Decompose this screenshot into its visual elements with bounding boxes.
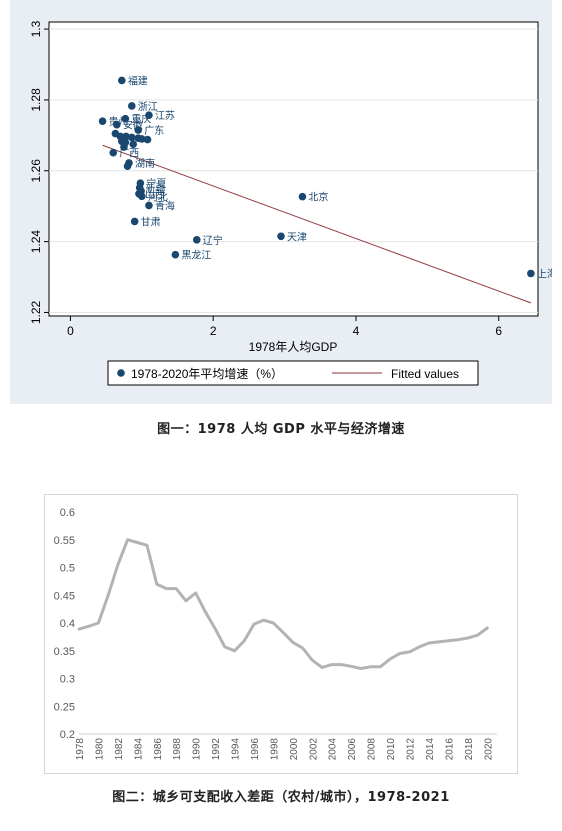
point-label: 辽宁 — [203, 234, 223, 247]
scatter-caption: 图一：1978 人均 GDP 水平与经济增速 — [157, 422, 405, 437]
point-label: 天津 — [287, 231, 307, 243]
data-point — [298, 192, 307, 201]
data-point — [171, 250, 180, 259]
x-tick-label: 2004 — [328, 738, 339, 761]
x-tick-label: 2 — [210, 324, 217, 338]
data-point — [129, 140, 138, 149]
point-label: 湖南 — [135, 157, 155, 170]
plot-area — [48, 21, 539, 317]
y-tick-label: 0.35 — [54, 646, 75, 658]
y-tick-label: 1.28 — [29, 88, 43, 112]
x-tick-label: 1996 — [250, 738, 261, 761]
y-tick-label: 1.24 — [29, 230, 43, 254]
x-tick-label: 1990 — [192, 738, 203, 761]
legend-marker — [117, 369, 125, 377]
data-point — [98, 117, 107, 125]
point-label: 浙江 — [138, 101, 158, 113]
legend-box — [107, 360, 479, 386]
data-point — [128, 102, 136, 110]
data-point — [192, 236, 201, 244]
x-tick-label: 2014 — [425, 738, 436, 761]
data-point — [134, 126, 143, 134]
line-chart: 0.2 0.25 0.3 0.35 0.4 0.45 0.5 0.55 0.6 1978 1980 1… — [54, 507, 497, 761]
x-tick-label: 2010 — [386, 738, 397, 761]
point-label: 江苏 — [155, 109, 175, 122]
data-point — [128, 133, 136, 142]
x-tick-label: 6 — [495, 324, 502, 338]
point-label: 新疆 — [146, 182, 166, 195]
scatter-chart: 1.22 1.24 1.26 1.28 1.3 0 2 4 6 1978年人均GDP 福建浙江江苏重… — [29, 20, 557, 386]
x-tick-label: 1980 — [94, 738, 105, 761]
point-label: 北京 — [308, 191, 328, 204]
y-tick-label: 1.22 — [29, 300, 43, 324]
data-point — [130, 217, 139, 226]
data-point — [143, 135, 152, 144]
data-point — [145, 201, 153, 210]
point-label: 重庆 — [131, 113, 151, 126]
x-tick-label: 2008 — [367, 738, 378, 761]
legend-label-fitted: Fitted values — [391, 367, 459, 381]
point-label: 宁夏 — [146, 177, 166, 190]
legend-label-scatter: 1978-2020年平均增速（%） — [131, 367, 283, 381]
scatter-figure: 1.22 1.24 1.26 1.28 1.3 0 2 4 6 1978年人均GDP 福建浙江 江苏重… — [10, 0, 557, 404]
x-tick-label: 1978 — [75, 738, 86, 761]
fitted-line — [102, 144, 532, 304]
x-tick-label: 1998 — [269, 738, 280, 761]
x-tick-label: 2016 — [444, 738, 455, 761]
series-line — [77, 538, 489, 670]
data-point — [122, 132, 130, 141]
data-point — [123, 162, 132, 170]
point-label: 河北 — [148, 191, 168, 203]
point-label: 上海 — [537, 267, 552, 280]
data-point — [145, 111, 153, 119]
data-point — [138, 135, 146, 143]
x-tick-label: 1986 — [153, 738, 164, 761]
x-axis-label: 1978年人均GDP — [249, 340, 338, 354]
y-tick-label: 0.4 — [60, 618, 75, 630]
x-tick-label: 1992 — [211, 738, 222, 761]
point-label: 黑龙江 — [181, 249, 211, 262]
y-tick-label: 0.3 — [60, 674, 75, 686]
x-tick-label: 2002 — [308, 738, 319, 761]
x-tick-label: 2018 — [464, 738, 475, 761]
y-tick-label: 1.26 — [29, 159, 43, 183]
x-tick-label: 4 — [353, 324, 360, 338]
x-tick-label: 2020 — [483, 738, 494, 761]
data-point — [121, 114, 130, 123]
data-point — [109, 148, 118, 157]
y-tick-label: 0.45 — [54, 590, 75, 602]
point-label: 广东 — [144, 124, 164, 137]
data-point — [138, 192, 146, 201]
point-label: 福建 — [128, 74, 148, 87]
point-label: 甘肃 — [141, 215, 161, 228]
y-tick-label: 1.3 — [29, 20, 43, 37]
y-tick-label: 0.6 — [60, 507, 75, 519]
x-tick-label: 1982 — [114, 738, 125, 761]
data-point — [277, 232, 285, 241]
data-point — [120, 143, 128, 151]
data-point — [118, 76, 126, 85]
x-tick-label: 2000 — [289, 738, 300, 761]
x-tick-label: 2012 — [406, 738, 417, 761]
x-tick-label: 1988 — [172, 738, 183, 761]
point-label: 广西 — [119, 148, 139, 160]
y-tick-label: 0.25 — [54, 701, 75, 713]
y-tick-label: 0.2 — [60, 729, 75, 741]
point-label: 山西 — [145, 189, 165, 201]
y-tick-label: 0.55 — [54, 535, 75, 547]
x-tick-label: 1994 — [231, 738, 242, 761]
line-caption: 图二：城乡可支配收入差距（农村/城市），1978-2021 — [112, 790, 450, 805]
data-point — [527, 269, 535, 278]
point-label: 青海 — [155, 199, 175, 212]
x-tick-label: 2006 — [347, 738, 358, 761]
line-figure: 0.2 0.25 0.3 0.35 0.4 0.45 0.5 0.55 0.6 1978 1980 1… — [44, 494, 518, 774]
y-tick-label: 0.5 — [60, 563, 75, 575]
x-tick-label: 1984 — [133, 738, 144, 761]
data-point — [113, 120, 121, 129]
x-tick-label: 0 — [67, 324, 74, 338]
